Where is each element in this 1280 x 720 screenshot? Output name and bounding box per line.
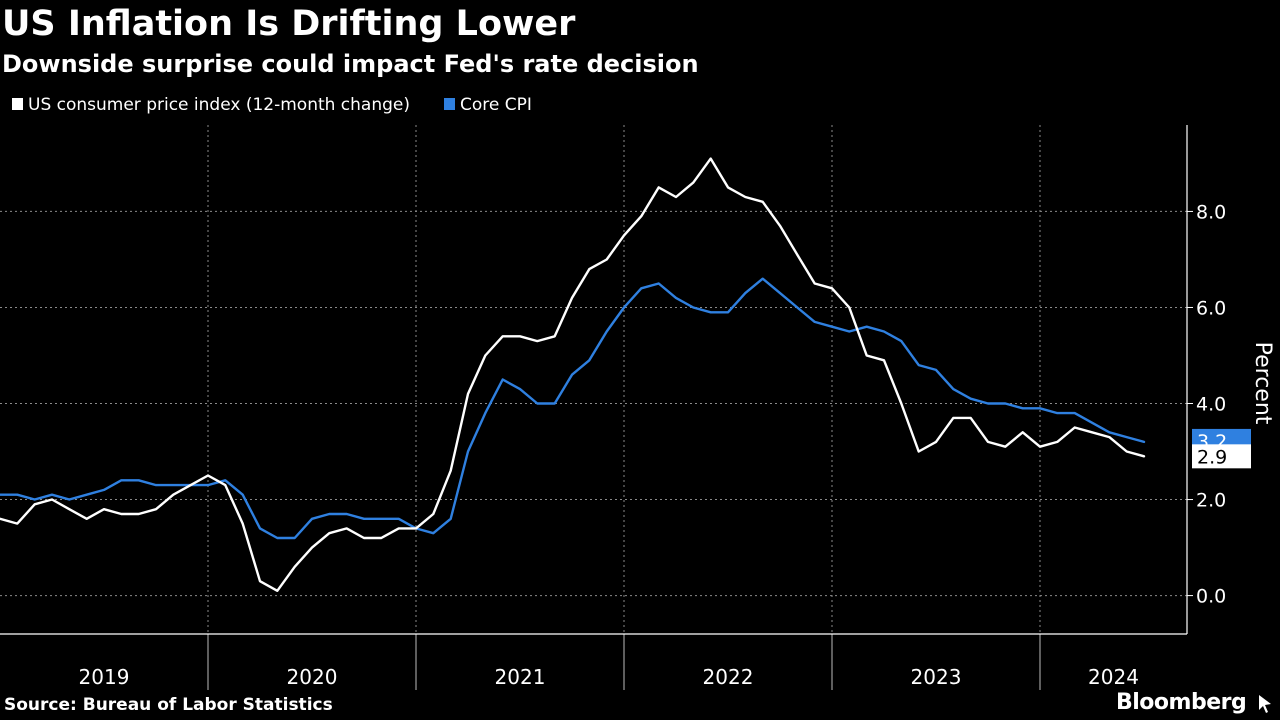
- x-tick-label: 2023: [911, 665, 962, 689]
- axes: 0.0 2.0 4.0 6.0 8.0 2019 2020 2021 2022 2023 2024: [0, 125, 1226, 690]
- logo-cursor-icon: [1259, 695, 1271, 713]
- legend-swatch-core: [444, 98, 455, 110]
- legend-label-core: Core CPI: [460, 95, 532, 115]
- end-label-cpi: 2.9: [1197, 446, 1227, 468]
- y-axis-label: Percent: [1250, 342, 1275, 425]
- y-tick-label: 8.0: [1196, 201, 1226, 223]
- x-tick-label: 2020: [287, 665, 338, 689]
- y-tick-label: 2.0: [1196, 490, 1226, 512]
- y-tick-label: 4.0: [1196, 394, 1226, 416]
- y-tick-label: 6.0: [1196, 297, 1226, 319]
- x-tick-label: 2022: [703, 665, 754, 689]
- end-label-box-cpi: [1192, 444, 1251, 469]
- chart-subtitle: Downside surprise could impact Fed's rat…: [2, 50, 699, 78]
- legend-item-core: Core CPI: [444, 95, 532, 115]
- legend-item-cpi: US consumer price index (12-month change…: [12, 95, 410, 115]
- bloomberg-logo: Bloomberg: [1116, 690, 1247, 715]
- x-tick-label: 2021: [495, 665, 546, 689]
- chart-title: US Inflation Is Drifting Lower: [2, 4, 576, 44]
- legend: US consumer price index (12-month change…: [12, 95, 532, 115]
- legend-label-cpi: US consumer price index (12-month change…: [28, 95, 410, 115]
- legend-swatch-cpi: [12, 98, 23, 110]
- grid: [0, 125, 1187, 634]
- source-note: Source: Bureau of Labor Statistics: [4, 695, 333, 715]
- x-tick-label: 2019: [79, 665, 130, 689]
- end-labels: 3.22.9: [1192, 428, 1251, 469]
- series: [0, 157, 1146, 592]
- y-tick-label: 0.0: [1196, 586, 1226, 608]
- x-tick-label: 2024: [1088, 665, 1139, 689]
- series-line-cpi: [0, 157, 1146, 592]
